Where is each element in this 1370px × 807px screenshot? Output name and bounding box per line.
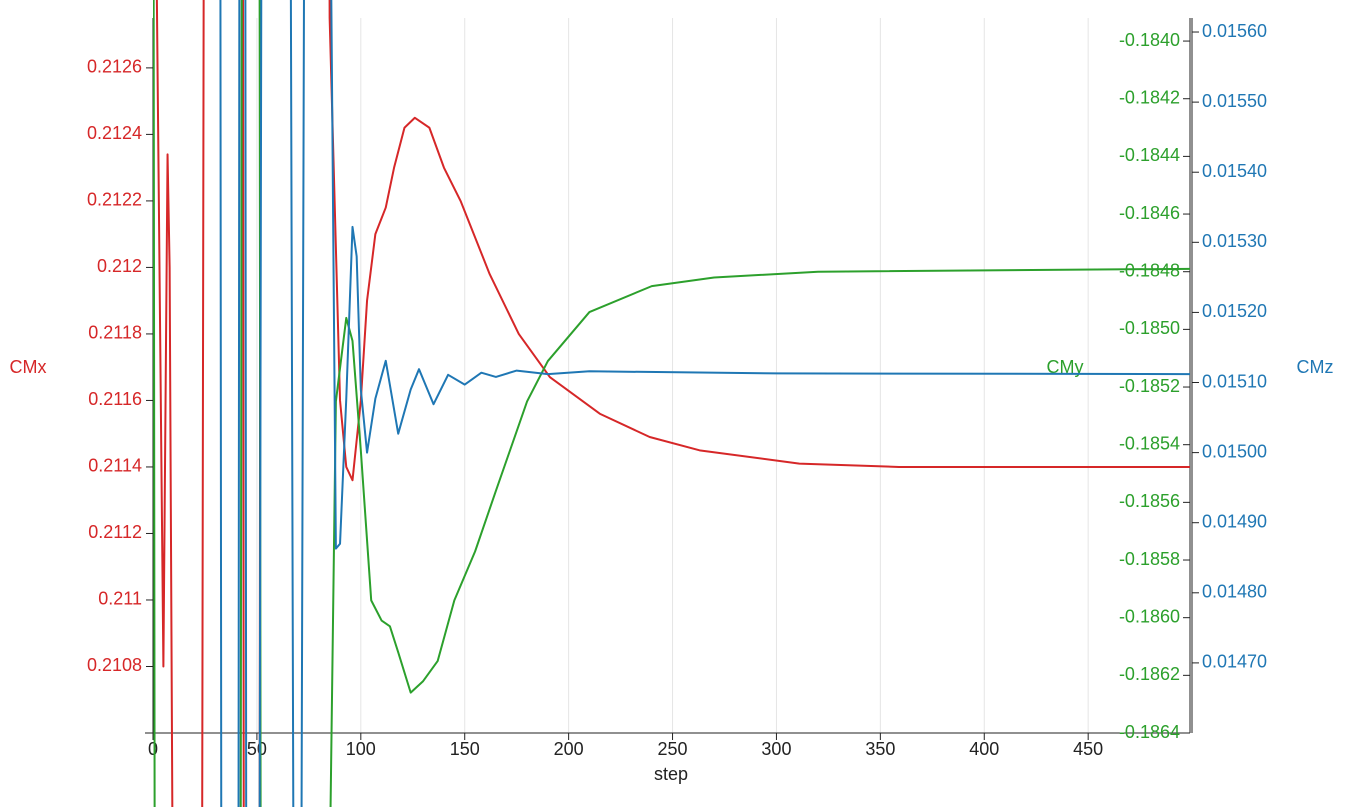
y-tick-label: 0.2116 <box>88 389 142 409</box>
y2-tick-label: -0.1844 <box>1119 145 1180 165</box>
x-tick-label: 350 <box>865 739 895 759</box>
y-tick-label: 0.2122 <box>87 190 142 210</box>
y-tick-label: 0.2114 <box>88 456 142 476</box>
y2-tick-label: -0.1842 <box>1119 87 1180 107</box>
y2-tick-label: -0.1864 <box>1119 722 1180 742</box>
y-tick-label: 0.2124 <box>87 123 142 143</box>
y2-tick-label: -0.1850 <box>1119 318 1180 338</box>
y2-tick-label: -0.1854 <box>1119 433 1180 453</box>
series-line <box>153 0 1190 807</box>
y2-tick-label: -0.1860 <box>1119 606 1180 626</box>
y2-tick-label: -0.1856 <box>1119 491 1180 511</box>
x-tick-label: 0 <box>148 739 158 759</box>
y-tick-label: 0.2118 <box>88 323 142 343</box>
y3-tick-label: 0.01550 <box>1202 91 1267 111</box>
y2-tick-label: -0.1858 <box>1119 549 1180 569</box>
y3-axis-title: CMz <box>1297 357 1334 377</box>
y2-tick-label: -0.1848 <box>1119 260 1180 280</box>
y-tick-label: 0.212 <box>97 256 142 276</box>
y3-tick-label: 0.01530 <box>1202 231 1267 251</box>
y2-tick-label: -0.1852 <box>1119 376 1180 396</box>
y3-tick-label: 0.01490 <box>1202 511 1267 531</box>
plot-lines <box>153 0 1190 807</box>
y2-tick-label: -0.1862 <box>1119 664 1180 684</box>
x-tick-label: 450 <box>1073 739 1103 759</box>
x-tick-label: 100 <box>346 739 376 759</box>
y-axis-title: CMx <box>10 357 47 377</box>
x-tick-label: 250 <box>658 739 688 759</box>
series-line <box>219 0 1190 807</box>
x-axis-title: step <box>654 764 688 784</box>
y3-tick-label: 0.01480 <box>1202 582 1267 602</box>
x-tick-label: 300 <box>761 739 791 759</box>
y2-tick-label: -0.1846 <box>1119 203 1180 223</box>
y3-tick-label: 0.01500 <box>1202 441 1267 461</box>
y3-tick-label: 0.01510 <box>1202 371 1267 391</box>
y-tick-label: 0.2108 <box>87 655 142 675</box>
x-tick-label: 50 <box>247 739 267 759</box>
x-tick-label: 150 <box>450 739 480 759</box>
y-tick-label: 0.2112 <box>88 522 142 542</box>
x-tick-label: 200 <box>554 739 584 759</box>
x-tick-label: 400 <box>969 739 999 759</box>
y3-tick-label: 0.01540 <box>1202 161 1267 181</box>
y-tick-label: 0.2126 <box>87 57 142 77</box>
y3-tick-label: 0.01470 <box>1202 652 1267 672</box>
y2-tick-label: -0.1840 <box>1119 30 1180 50</box>
y3-tick-label: 0.01560 <box>1202 21 1267 41</box>
y2-axis-title: CMy <box>1047 357 1084 377</box>
y-tick-label: 0.211 <box>98 589 142 609</box>
series-line <box>155 0 1190 807</box>
y3-tick-label: 0.01520 <box>1202 301 1267 321</box>
